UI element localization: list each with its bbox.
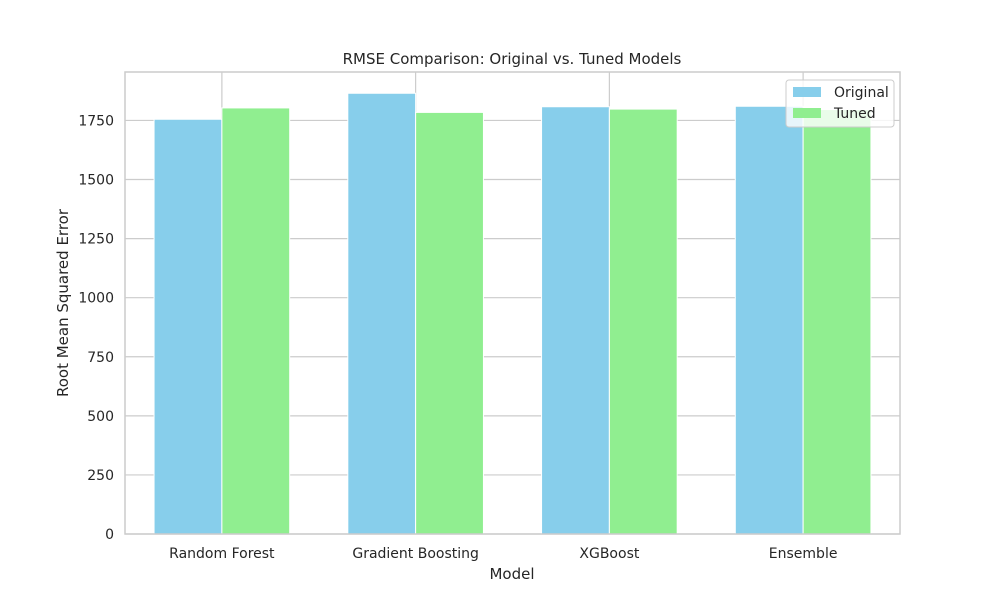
plot-border [124,71,901,535]
y-tick-label-1250: 1250 [78,232,114,248]
legend-swatch-tuned [793,108,821,118]
bar-original-gradient-boosting [347,92,417,535]
bar-tuned-ensemble [802,109,872,535]
legend: Original Tuned [785,79,895,128]
x-tick-label-gradient-boosting: Gradient Boosting [352,546,479,562]
bar-tuned-random-forest [221,107,291,535]
y-tick-label-0: 0 [105,527,114,543]
x-axis-ticks: Random Forest Gradient Boosting XGBoost Ens… [169,546,837,562]
bars [153,92,872,535]
y-axis-label: Root Mean Squared Error [54,208,72,397]
y-tick-label-1000: 1000 [78,291,114,307]
bar-tuned-gradient-boosting [415,111,484,535]
legend-label-tuned: Tuned [833,106,876,122]
legend-swatch-original [793,87,821,97]
y-tick-label-750: 750 [87,350,114,366]
legend-label-original: Original [834,85,889,101]
chart-title: RMSE Comparison: Original vs. Tuned Mode… [343,50,682,68]
bar-original-random-forest [153,118,223,535]
y-axis-ticks: 0 250 500 750 1000 1250 1500 1750 [78,113,114,543]
x-tick-label-ensemble: Ensemble [769,546,838,562]
y-tick-label-250: 250 [87,468,114,484]
y-tick-label-1500: 1500 [78,173,114,189]
x-axis-label: Model [489,565,534,583]
y-tick-label-500: 500 [87,409,114,425]
bar-original-xgboost [541,106,610,535]
x-tick-label-xgboost: XGBoost [579,546,639,562]
bar-tuned-xgboost [608,108,678,535]
bar-original-ensemble [734,105,804,535]
plot-frame [124,71,901,535]
y-tick-label-1750: 1750 [78,113,114,129]
x-tick-label-random-forest: Random Forest [169,546,275,562]
